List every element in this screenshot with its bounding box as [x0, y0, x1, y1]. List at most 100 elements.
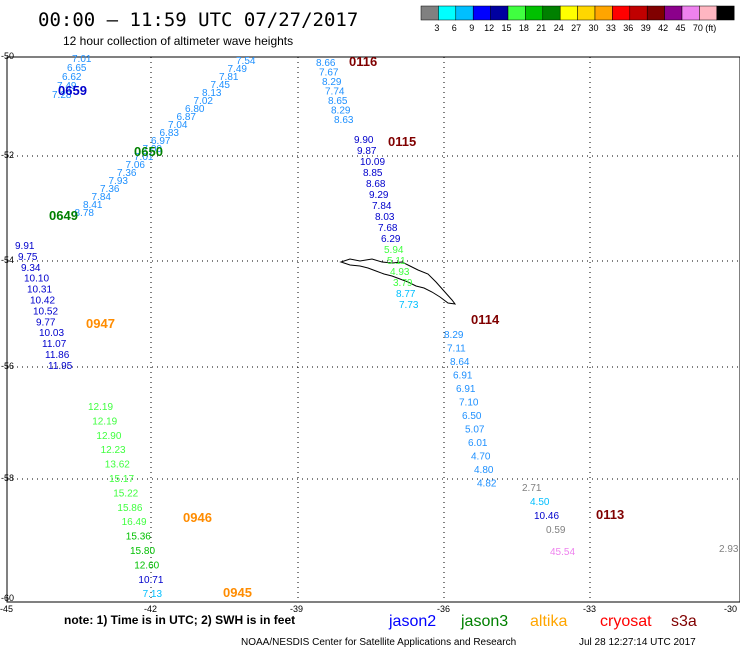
wave-height-value: 11.86	[45, 350, 70, 361]
wave-height-value: 10.03	[39, 328, 64, 339]
wave-height-value: 5.11	[387, 256, 406, 267]
wave-height-value: 4.70	[471, 452, 491, 463]
wave-height-value: 8.66	[316, 58, 336, 69]
grid	[7, 57, 740, 602]
legend-swatch	[699, 5, 718, 21]
wave-height-value: 15.80	[130, 546, 155, 557]
legend-label: 36	[623, 23, 633, 33]
legend-swatch	[507, 5, 526, 21]
legend-label: 30	[589, 23, 599, 33]
page-subtitle: 12 hour collection of altimeter wave hei…	[63, 34, 293, 48]
wave-height-value: 4.93	[390, 267, 410, 278]
wave-height-value: 12.60	[134, 560, 159, 571]
wave-height-value: 7.28	[52, 90, 72, 101]
legend-label: 3	[434, 23, 439, 33]
wave-height-value: 16.49	[122, 517, 147, 528]
credit-line: NOAA/NESDIS Center for Satellite Applica…	[241, 637, 516, 648]
legend-label: 9	[469, 23, 474, 33]
wave-height-value: 4.82	[477, 479, 497, 490]
color-legend: 3 6 9 12 15 18 21 24 27 30 33 36 39 42 45 70 (ft)	[420, 5, 735, 33]
legend-swatch	[438, 5, 457, 21]
wave-height-value: 6.80	[185, 104, 205, 115]
wave-height-value: 7.68	[378, 223, 398, 234]
wave-height-value: 8.64	[450, 357, 470, 368]
legend-label: 15	[502, 23, 512, 33]
x-tick: -42	[144, 604, 157, 614]
x-tick: -30	[724, 604, 737, 614]
island-coastline	[339, 258, 457, 305]
wave-height-value: 10.71	[138, 575, 163, 586]
wave-height-value: 8.77	[396, 289, 416, 300]
x-tick: -39	[290, 604, 303, 614]
altimeter-tracks: 7.016.656.627.497.2806597.547.497.817.45…	[15, 54, 739, 600]
track-time-label: 0650	[134, 144, 163, 159]
wave-height-value: 7.13	[143, 589, 163, 600]
generated-timestamp: Jul 28 12:27:14 UTC 2017	[579, 637, 696, 648]
wave-height-value: 10.42	[30, 296, 55, 307]
track-time-label: 0116	[349, 54, 377, 69]
legend-swatch	[577, 5, 596, 21]
wave-height-value: 7.36	[100, 184, 120, 195]
wave-height-value: 2.93	[719, 544, 739, 555]
wave-height-value: 7.54	[236, 56, 256, 67]
wave-height-value: 9.87	[357, 146, 377, 157]
wave-height-value: 8.13	[202, 88, 222, 99]
wave-height-value: 15.22	[113, 488, 138, 499]
wave-height-value: 15.36	[126, 532, 151, 543]
y-tick: -52	[1, 150, 14, 160]
y-tick: -54	[1, 255, 14, 265]
wave-height-value: 11.95	[48, 361, 73, 372]
wave-height-value: 7.45	[211, 80, 231, 91]
plot-frame	[6, 56, 740, 603]
wave-height-value: 7.67	[319, 68, 339, 79]
track-time-label: 0945	[223, 585, 252, 600]
wave-height-value: 6.29	[381, 234, 401, 245]
wave-height-value: 7.84	[372, 201, 392, 212]
wave-height-value: 6.83	[160, 128, 180, 139]
wave-height-value: 7.93	[109, 176, 129, 187]
wave-height-value: 10.52	[33, 306, 58, 317]
legend-label: (ft)	[705, 23, 716, 33]
x-tick: -33	[583, 604, 596, 614]
wave-height-value: 8.41	[83, 200, 103, 211]
legend-label: 21	[536, 23, 546, 33]
wave-height-value: 8.85	[363, 168, 383, 179]
wave-height-value: 9.77	[36, 317, 56, 328]
footer-note: note: 1) Time is in UTC; 2) SWH is in fe…	[64, 613, 295, 627]
wave-height-value: 12.90	[96, 431, 121, 442]
wave-height-value: 11.07	[42, 339, 67, 350]
wave-height-value: 7.01	[72, 54, 92, 65]
track-time-label: 0947	[86, 316, 115, 331]
wave-height-value: 10.31	[27, 285, 52, 296]
wave-height-value: 6.97	[151, 136, 171, 147]
wave-height-value: 8.68	[366, 179, 386, 190]
legend-label: 39	[641, 23, 651, 33]
wave-height-value: 6.91	[453, 371, 473, 382]
legend-swatch	[542, 5, 561, 21]
wave-height-value: 10.46	[534, 511, 559, 522]
legend-label: 45	[676, 23, 686, 33]
wave-height-value: 6.50	[462, 411, 482, 422]
legend-label: 24	[554, 23, 564, 33]
wave-height-value: 7.49	[57, 81, 77, 92]
wave-height-value: 12.23	[101, 445, 126, 456]
wave-height-value: 8.63	[334, 115, 354, 126]
legend-label: 33	[606, 23, 616, 33]
legend-label: 18	[519, 23, 529, 33]
wave-height-value: 7.06	[126, 160, 146, 171]
legend-swatch	[629, 5, 648, 21]
wave-height-value: 8.29	[444, 330, 464, 341]
wave-height-value: 7.49	[228, 64, 248, 75]
x-axis-labels: -45 -42 -39 -36 -33 -30	[0, 604, 737, 614]
wave-height-value: 8.65	[328, 96, 348, 107]
wave-height-value: 12.19	[88, 402, 113, 413]
wave-height-value: 7.00	[143, 144, 163, 155]
track-time-label: 0115	[388, 134, 416, 149]
wave-height-value: 15.86	[117, 503, 142, 514]
legend-swatch	[472, 5, 491, 21]
mission-jason2: jason2	[388, 613, 436, 630]
wave-height-value: 7.36	[117, 168, 137, 179]
legend-label: 27	[571, 23, 581, 33]
legend-swatch	[664, 5, 683, 21]
legend-swatch	[681, 5, 700, 21]
